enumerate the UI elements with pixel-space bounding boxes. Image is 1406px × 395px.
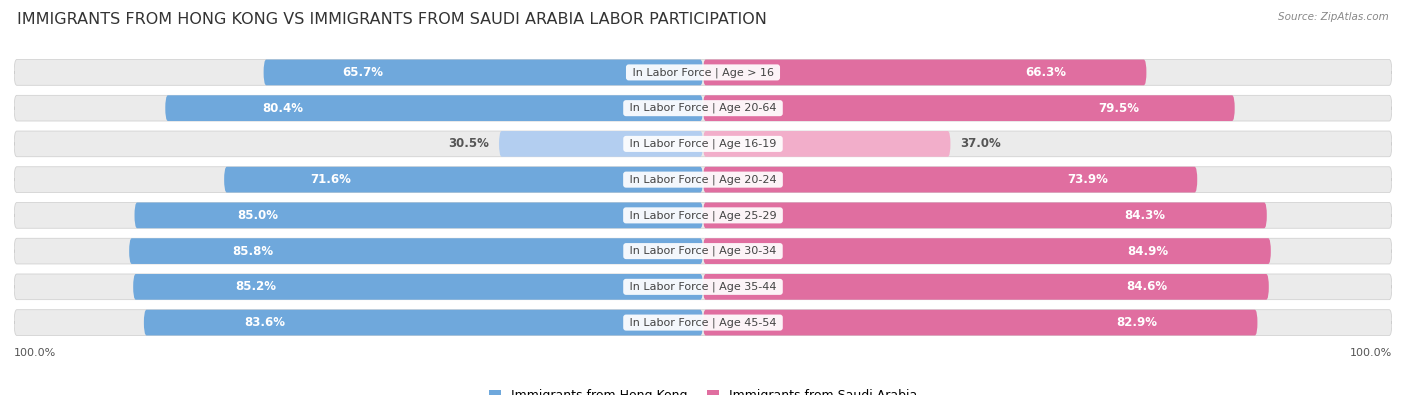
Text: In Labor Force | Age 25-29: In Labor Force | Age 25-29 — [626, 210, 780, 221]
Text: 84.6%: 84.6% — [1126, 280, 1167, 293]
FancyBboxPatch shape — [703, 167, 1198, 192]
Text: In Labor Force | Age 30-34: In Labor Force | Age 30-34 — [626, 246, 780, 256]
Text: 82.9%: 82.9% — [1116, 316, 1157, 329]
FancyBboxPatch shape — [134, 274, 703, 300]
Text: 100.0%: 100.0% — [14, 348, 56, 357]
FancyBboxPatch shape — [14, 310, 1392, 335]
FancyBboxPatch shape — [14, 274, 1392, 300]
FancyBboxPatch shape — [129, 238, 703, 264]
Text: 85.2%: 85.2% — [236, 280, 277, 293]
FancyBboxPatch shape — [703, 238, 1271, 264]
Text: 73.9%: 73.9% — [1067, 173, 1108, 186]
Text: 71.6%: 71.6% — [311, 173, 352, 186]
Text: 65.7%: 65.7% — [343, 66, 384, 79]
FancyBboxPatch shape — [703, 203, 1267, 228]
FancyBboxPatch shape — [166, 95, 703, 121]
FancyBboxPatch shape — [14, 95, 1392, 121]
Text: Source: ZipAtlas.com: Source: ZipAtlas.com — [1278, 12, 1389, 22]
FancyBboxPatch shape — [14, 167, 1392, 192]
Text: 83.6%: 83.6% — [245, 316, 285, 329]
FancyBboxPatch shape — [14, 60, 1392, 85]
Text: 37.0%: 37.0% — [960, 137, 1001, 150]
FancyBboxPatch shape — [703, 274, 1268, 300]
Text: In Labor Force | Age 16-19: In Labor Force | Age 16-19 — [626, 139, 780, 149]
Text: 84.9%: 84.9% — [1128, 245, 1168, 258]
FancyBboxPatch shape — [143, 310, 703, 335]
Text: In Labor Force | Age 20-64: In Labor Force | Age 20-64 — [626, 103, 780, 113]
FancyBboxPatch shape — [135, 203, 703, 228]
Text: 80.4%: 80.4% — [262, 102, 304, 115]
FancyBboxPatch shape — [703, 310, 1257, 335]
FancyBboxPatch shape — [263, 60, 703, 85]
Text: 84.3%: 84.3% — [1125, 209, 1166, 222]
Text: 30.5%: 30.5% — [449, 137, 489, 150]
Text: 85.8%: 85.8% — [232, 245, 274, 258]
FancyBboxPatch shape — [499, 131, 703, 157]
FancyBboxPatch shape — [224, 167, 703, 192]
Text: In Labor Force | Age 45-54: In Labor Force | Age 45-54 — [626, 317, 780, 328]
Text: 79.5%: 79.5% — [1098, 102, 1139, 115]
FancyBboxPatch shape — [703, 60, 1146, 85]
Text: IMMIGRANTS FROM HONG KONG VS IMMIGRANTS FROM SAUDI ARABIA LABOR PARTICIPATION: IMMIGRANTS FROM HONG KONG VS IMMIGRANTS … — [17, 12, 766, 27]
FancyBboxPatch shape — [703, 131, 950, 157]
Text: In Labor Force | Age > 16: In Labor Force | Age > 16 — [628, 67, 778, 78]
Text: 66.3%: 66.3% — [1025, 66, 1067, 79]
FancyBboxPatch shape — [703, 95, 1234, 121]
FancyBboxPatch shape — [14, 238, 1392, 264]
FancyBboxPatch shape — [14, 131, 1392, 157]
Text: In Labor Force | Age 20-24: In Labor Force | Age 20-24 — [626, 174, 780, 185]
Legend: Immigrants from Hong Kong, Immigrants from Saudi Arabia: Immigrants from Hong Kong, Immigrants fr… — [484, 384, 922, 395]
Text: In Labor Force | Age 35-44: In Labor Force | Age 35-44 — [626, 282, 780, 292]
Text: 100.0%: 100.0% — [1350, 348, 1392, 357]
Text: 85.0%: 85.0% — [236, 209, 278, 222]
FancyBboxPatch shape — [14, 203, 1392, 228]
